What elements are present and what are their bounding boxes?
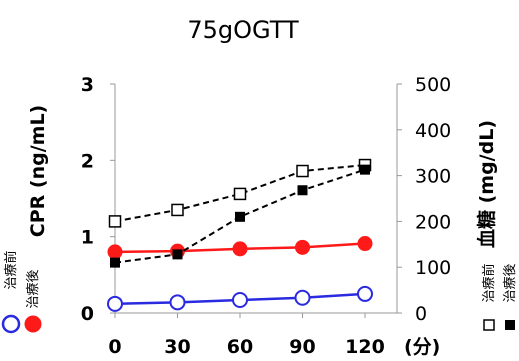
legend-cpr-before-label: 治療前 xyxy=(3,250,19,289)
y-left-tick-label: 3 xyxy=(81,74,94,96)
point-glucose-after xyxy=(110,257,120,268)
y-right-tick-label: 200 xyxy=(415,211,451,233)
y-right-tick-label: 300 xyxy=(415,166,451,188)
series-line-glucose-before xyxy=(114,164,366,223)
point-cpr-before xyxy=(294,289,311,306)
x-tick-label: 60 xyxy=(227,336,253,358)
y-right-tick-label: 400 xyxy=(415,120,451,142)
point-glucose-before xyxy=(171,203,184,217)
y-right-axis-label: 血糖 (mg/dL) xyxy=(475,120,498,248)
legend-glucose: 治療前 治療後 xyxy=(481,263,518,331)
point-cpr-after xyxy=(295,239,310,255)
point-glucose-before xyxy=(233,187,247,201)
point-cpr-after xyxy=(107,244,123,260)
x-tick-label: 90 xyxy=(289,336,315,358)
chart-title: 75gOGTT xyxy=(187,16,299,44)
point-cpr-after xyxy=(232,241,248,257)
series-layer xyxy=(107,158,373,312)
point-cpr-before xyxy=(232,292,248,309)
x-tick-label: 0 xyxy=(108,336,121,358)
y-left-tick-label: 0 xyxy=(81,303,94,325)
legend-cpr-after-label: 治療後 xyxy=(26,269,41,308)
legend-glucose-before-marker xyxy=(483,319,495,331)
point-cpr-before xyxy=(107,295,123,312)
point-cpr-before xyxy=(169,294,186,311)
point-glucose-before xyxy=(108,215,122,228)
y-left-tick-label: 2 xyxy=(81,150,94,172)
point-glucose-after xyxy=(360,164,370,175)
x-axis-unit: (分) xyxy=(404,336,440,358)
y-left-tick-label: 1 xyxy=(81,227,94,249)
y-right-tick-label: 100 xyxy=(415,257,451,279)
point-cpr-before xyxy=(357,285,373,302)
legend-cpr-before-marker xyxy=(1,314,21,334)
point-glucose-after xyxy=(235,211,245,222)
legend-cpr-after-marker xyxy=(24,315,42,333)
point-glucose-before xyxy=(296,164,309,178)
legend-glucose-before-label: 治療前 xyxy=(481,263,497,302)
legend-cpr: 治療前 治療後 xyxy=(1,250,42,334)
x-tick-label: 120 xyxy=(345,336,385,358)
y-left-axis-label: CPR (ng/mL) xyxy=(27,105,49,237)
legend-glucose-after-label: 治療後 xyxy=(503,263,518,302)
point-cpr-after xyxy=(357,236,373,252)
point-glucose-after xyxy=(172,249,183,260)
x-tick-label: 30 xyxy=(164,336,190,358)
y-right-tick-label: 500 xyxy=(415,74,451,96)
legend-glucose-after-marker xyxy=(505,320,515,330)
y-right-tick-label: 0 xyxy=(415,303,427,325)
point-glucose-after xyxy=(297,185,308,196)
